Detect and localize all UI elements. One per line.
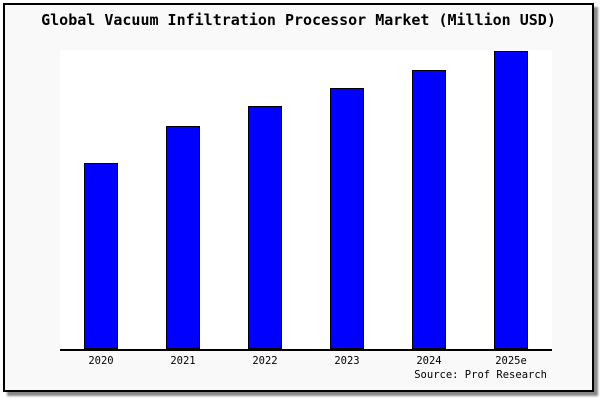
source-label: Source: Prof Research	[414, 369, 547, 381]
x-tick-2021: 2021	[170, 355, 196, 367]
x-tick-2025e: 2025e	[495, 355, 527, 367]
bar-2025e	[494, 51, 528, 349]
x-tick-2024: 2024	[416, 355, 442, 367]
x-tick-2022: 2022	[252, 355, 278, 367]
bar-2021	[166, 126, 200, 349]
x-tick-2023: 2023	[334, 355, 360, 367]
x-axis: 2020 2021 2022 2023 2024 2025e	[60, 355, 552, 369]
bar-2022	[248, 106, 282, 349]
bar-2024	[412, 70, 446, 349]
plot-area	[60, 50, 552, 351]
bar-2023	[330, 88, 364, 349]
chart-title: Global Vacuum Infiltration Processor Mar…	[41, 11, 556, 29]
chart-frame: Global Vacuum Infiltration Processor Mar…	[3, 3, 594, 392]
bar-2020	[84, 163, 118, 349]
x-tick-2020: 2020	[88, 355, 114, 367]
